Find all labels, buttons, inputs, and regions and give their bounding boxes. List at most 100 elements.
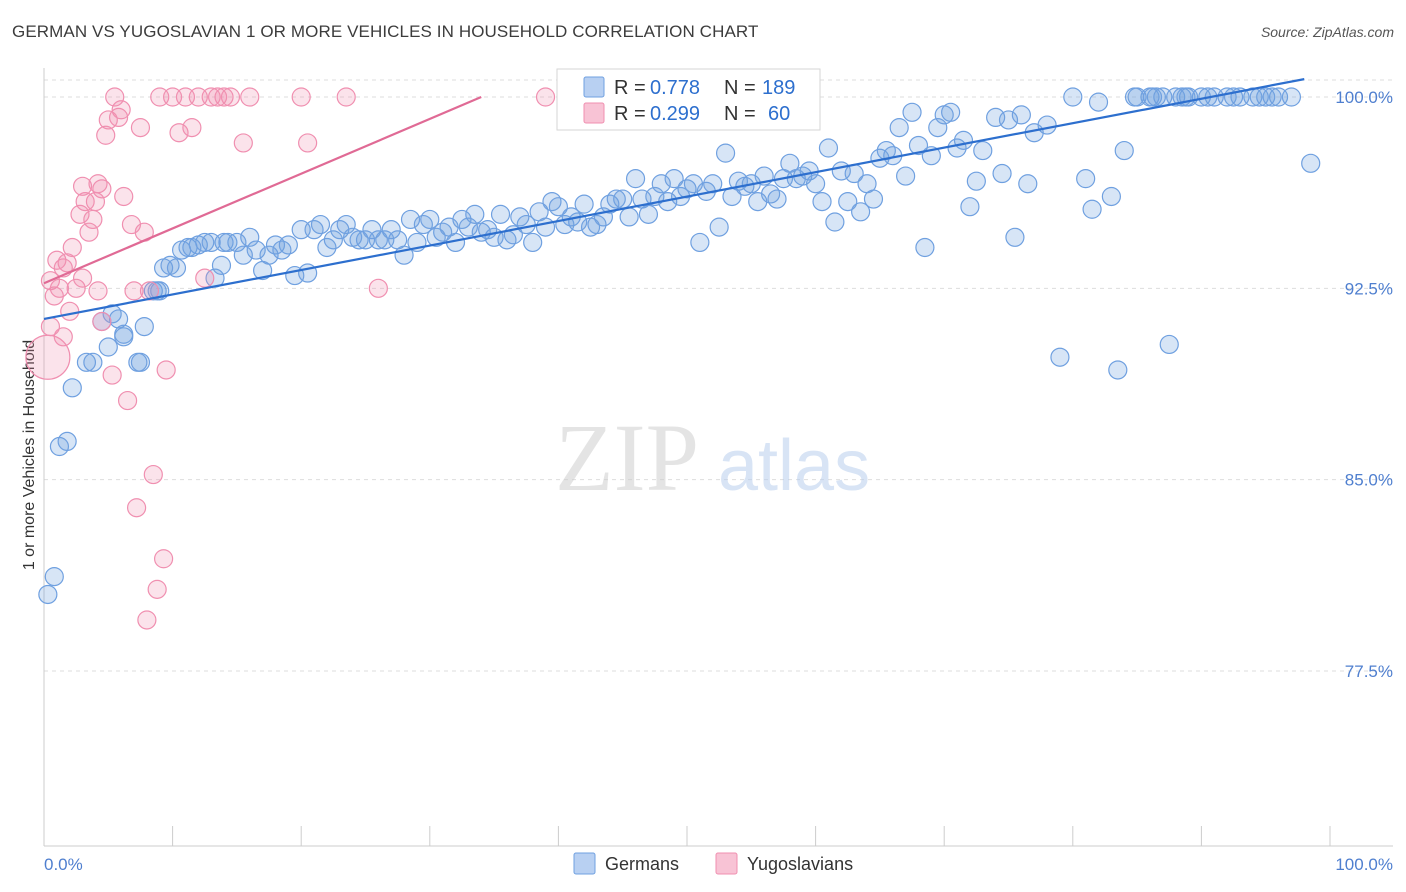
german-r-value: 0.778 bbox=[650, 77, 700, 99]
german-point bbox=[1050, 347, 1070, 367]
german-point bbox=[941, 102, 961, 122]
german-point bbox=[1114, 140, 1134, 161]
german-n-value: 189 bbox=[762, 77, 795, 99]
german-point bbox=[433, 222, 453, 242]
german-point bbox=[664, 169, 684, 189]
yugoslavian-point bbox=[88, 281, 108, 301]
german-point bbox=[825, 212, 845, 232]
yugoslavian-point bbox=[62, 237, 82, 258]
yugoslavian-swatch bbox=[583, 102, 605, 124]
yugoslavian-point bbox=[66, 278, 86, 298]
german-point bbox=[966, 171, 986, 191]
yugoslavian-point bbox=[220, 87, 241, 107]
german-point bbox=[600, 194, 620, 214]
watermark-zip: ZIP bbox=[555, 404, 699, 511]
german-point bbox=[400, 209, 421, 230]
german-point bbox=[76, 352, 97, 372]
yugoslavian-points bbox=[25, 87, 556, 630]
yugoslavian-point bbox=[92, 311, 112, 332]
german-point bbox=[889, 118, 909, 138]
german-point bbox=[57, 431, 77, 451]
german-r-label: R = bbox=[614, 77, 646, 99]
yugoslavian-point bbox=[114, 186, 134, 207]
german-point bbox=[542, 191, 562, 212]
yugoslavian-r-value: 0.299 bbox=[650, 103, 700, 125]
german-point bbox=[1281, 87, 1302, 107]
german-point bbox=[1063, 87, 1083, 107]
yugoslavian-r-label: R = bbox=[614, 103, 646, 125]
yugoslavian-point bbox=[72, 268, 93, 288]
german-point bbox=[896, 166, 916, 186]
yugoslavian-point bbox=[291, 87, 311, 107]
german-point bbox=[1262, 87, 1282, 107]
german-point bbox=[805, 174, 826, 194]
german-point bbox=[259, 245, 279, 265]
stats-legend: R = 0.778 N = 189 R = 0.299 N = 60 bbox=[556, 68, 821, 131]
german-point bbox=[413, 214, 433, 235]
german-point bbox=[362, 220, 382, 240]
yugoslavian-point bbox=[336, 87, 356, 107]
german-point bbox=[98, 337, 118, 357]
yugoslavian-point bbox=[130, 118, 151, 138]
german-point bbox=[1142, 87, 1163, 107]
german-point bbox=[863, 189, 884, 209]
german-point bbox=[510, 207, 530, 227]
yugoslavian-trendline bbox=[43, 95, 482, 285]
german-point bbox=[211, 255, 232, 275]
yugoslavian-point bbox=[535, 87, 556, 107]
german-point bbox=[998, 110, 1019, 130]
german-point bbox=[130, 352, 151, 372]
german-point bbox=[638, 204, 659, 224]
german-point bbox=[613, 189, 633, 209]
german-point bbox=[915, 237, 935, 258]
yugoslavian-point bbox=[214, 87, 234, 107]
yugoslavian-point bbox=[368, 278, 388, 298]
german-point bbox=[102, 304, 122, 324]
german-point bbox=[83, 352, 103, 372]
y-tick-label: 85.0% bbox=[1345, 471, 1393, 490]
yugoslavian-point bbox=[124, 281, 144, 301]
yugoslavian-n-label: N = bbox=[724, 103, 756, 125]
yugoslavian-point bbox=[233, 133, 253, 153]
axes bbox=[43, 68, 1393, 847]
german-point bbox=[715, 143, 736, 163]
german-point bbox=[368, 230, 388, 250]
yugoslavian-point bbox=[111, 100, 131, 120]
german-point bbox=[587, 214, 607, 235]
legend-yugoslavians-swatch bbox=[715, 852, 738, 875]
german-point bbox=[108, 309, 129, 329]
german-point bbox=[166, 258, 187, 278]
german-point bbox=[381, 220, 401, 240]
german-point bbox=[62, 378, 82, 398]
german-point bbox=[838, 191, 858, 212]
yugoslavian-point bbox=[88, 174, 108, 194]
german-point bbox=[490, 204, 511, 224]
german-point bbox=[1088, 92, 1109, 112]
german-point bbox=[973, 140, 993, 161]
yugoslavian-point bbox=[108, 107, 129, 128]
german-point bbox=[349, 230, 369, 250]
german-point bbox=[625, 169, 646, 189]
german-point bbox=[812, 191, 832, 212]
german-point bbox=[233, 245, 253, 265]
german-point bbox=[619, 207, 639, 227]
yugoslavian-point bbox=[79, 222, 99, 242]
german-point bbox=[709, 217, 729, 237]
german-point bbox=[960, 197, 980, 217]
german-point bbox=[1037, 115, 1057, 135]
x-tick-label: 100.0% bbox=[1335, 855, 1393, 874]
legend-germans-label: Germans bbox=[605, 854, 679, 874]
german-point bbox=[760, 184, 781, 204]
german-point bbox=[323, 230, 343, 250]
german-point bbox=[195, 232, 215, 253]
german-point bbox=[851, 202, 871, 222]
german-point bbox=[535, 217, 556, 237]
german-point bbox=[452, 209, 472, 230]
y-tick-label: 77.5% bbox=[1345, 662, 1393, 681]
german-point bbox=[1108, 360, 1128, 380]
german-point bbox=[651, 174, 671, 194]
trendlines bbox=[43, 78, 1305, 321]
german-point bbox=[465, 204, 485, 224]
german-point bbox=[114, 324, 134, 344]
